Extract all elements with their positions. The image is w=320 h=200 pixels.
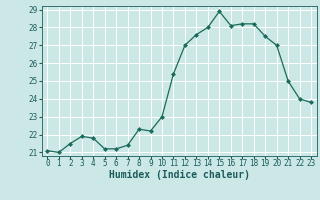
X-axis label: Humidex (Indice chaleur): Humidex (Indice chaleur) [109,170,250,180]
